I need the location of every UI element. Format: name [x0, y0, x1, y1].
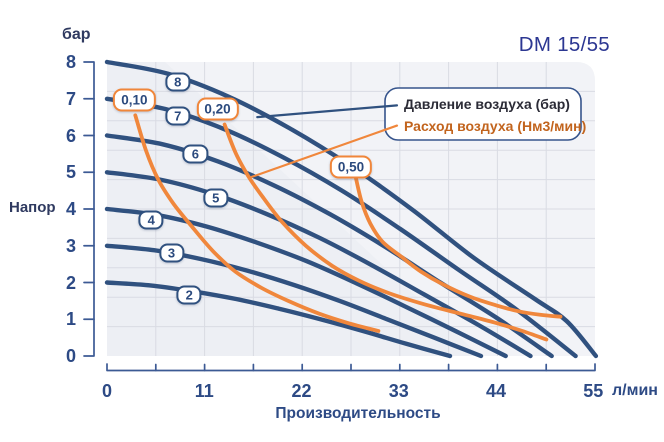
x-tick-label: 44 [485, 381, 507, 401]
y-tick-label: 0 [65, 346, 76, 366]
legend-pressure-label: Давление воздуха (бар) [404, 96, 570, 112]
y-tick-label: 5 [65, 162, 76, 183]
curve-label-0-50: 0,50 [329, 155, 373, 179]
x-tick-label: 0 [101, 381, 112, 401]
y-tick-label: 4 [65, 199, 76, 219]
y-tick-label: 1 [65, 309, 76, 330]
y-tick-label: 7 [65, 88, 76, 109]
x-tick-label: 55 [583, 381, 604, 401]
curve-label-4: 4 [138, 210, 164, 230]
legend-flow-label: Расход воздуха (Нм3/мин) [404, 118, 587, 134]
y-tick-label: 2 [65, 272, 76, 293]
curve-label-5: 5 [203, 188, 229, 208]
axes [83, 61, 596, 372]
y-axis-unit: бар [62, 26, 91, 43]
curve-label-0-10: 0,10 [113, 88, 156, 112]
legend-pointer-lines [248, 104, 399, 179]
x-axis-title: Производительность [275, 405, 441, 422]
curve-label-2: 2 [176, 285, 202, 305]
legend-box [384, 87, 582, 141]
curve-label-8: 8 [165, 72, 191, 92]
x-axis-unit: л/мин [612, 382, 658, 399]
x-tick-label: 11 [194, 381, 214, 401]
curve-label-3: 3 [158, 243, 185, 263]
y-tick-label: 3 [65, 235, 76, 256]
x-tick-label: 33 [388, 381, 409, 401]
y-axis-title: Напор [9, 199, 56, 216]
curve-label-0-20: 0,20 [196, 97, 239, 121]
y-tick-label: 8 [65, 52, 76, 72]
curve-label-7: 7 [165, 106, 191, 126]
chart-title: DM 15/55 [518, 33, 610, 56]
x-tick-label: 22 [291, 381, 312, 401]
curve-label-6: 6 [182, 144, 209, 164]
y-tick-label: 6 [65, 125, 76, 146]
